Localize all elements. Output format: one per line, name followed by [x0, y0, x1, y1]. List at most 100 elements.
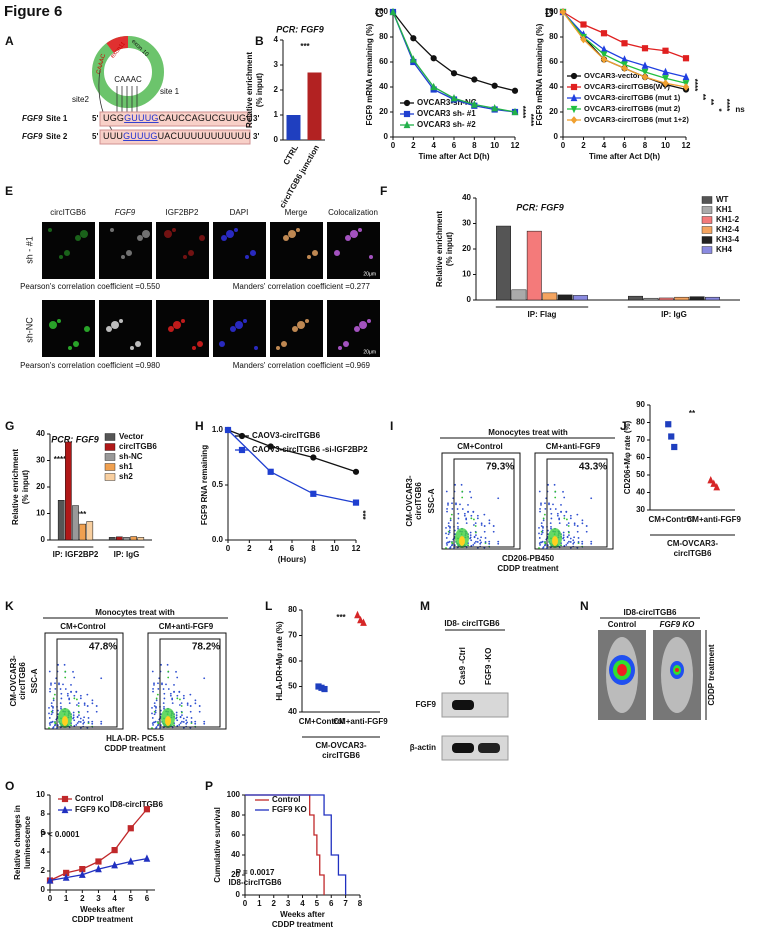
series-line	[245, 794, 325, 895]
event	[492, 525, 495, 527]
event	[451, 542, 454, 545]
marker	[511, 87, 519, 94]
event	[576, 530, 579, 533]
end-label: 3'	[253, 114, 259, 123]
event	[554, 496, 557, 499]
event	[179, 715, 182, 718]
row-label: sh-NC	[24, 317, 34, 343]
micrograph	[156, 300, 209, 357]
event	[52, 706, 54, 709]
event	[91, 699, 94, 702]
gate	[159, 638, 221, 728]
marker	[671, 443, 678, 451]
x-tick-label: 4	[112, 894, 117, 903]
event	[447, 533, 450, 536]
event	[95, 705, 98, 707]
event	[75, 724, 78, 726]
circ-rna-ring	[92, 36, 164, 108]
event	[453, 547, 455, 549]
marker	[570, 83, 578, 91]
gene-label: FGF9	[22, 132, 43, 141]
event	[151, 727, 153, 729]
y-tick-label: 0	[554, 132, 559, 141]
event	[465, 522, 468, 525]
x-axis-label: CDDP treatment	[72, 915, 134, 924]
event	[446, 544, 448, 546]
event	[480, 524, 483, 526]
column-header: DAPI	[230, 208, 249, 217]
event	[538, 542, 541, 544]
marker	[354, 610, 361, 619]
event	[550, 527, 552, 530]
sequence-box	[99, 129, 251, 145]
micrograph	[327, 300, 380, 357]
event	[60, 707, 62, 710]
cell	[350, 230, 358, 238]
bar	[643, 297, 659, 301]
event	[484, 537, 487, 539]
event	[186, 704, 189, 706]
event	[181, 711, 183, 714]
site-label: site2	[72, 95, 89, 104]
event	[162, 702, 165, 705]
cell	[173, 321, 181, 329]
event	[176, 697, 179, 700]
event	[558, 517, 561, 520]
y-tick-label: 0	[41, 885, 46, 894]
legend-label: circITGB6	[119, 442, 157, 451]
event	[70, 684, 72, 686]
marker	[450, 70, 458, 77]
event	[470, 545, 473, 547]
cell	[276, 346, 280, 350]
y-tick-label: 40	[549, 82, 558, 91]
gate-percent: 47.8%	[89, 642, 117, 653]
marker	[600, 55, 608, 64]
event	[60, 692, 63, 695]
bar	[674, 296, 690, 301]
event	[475, 540, 477, 543]
event	[82, 719, 85, 722]
band	[478, 743, 500, 753]
event	[179, 722, 182, 725]
marker	[713, 482, 721, 491]
event	[78, 720, 80, 723]
event	[569, 541, 572, 543]
y-tick-label: 0	[467, 295, 472, 304]
event	[203, 720, 206, 723]
cell	[75, 235, 81, 241]
y-tick-label: 2	[41, 866, 46, 875]
event	[83, 716, 85, 719]
chart-title: PCR: FGF9	[516, 202, 564, 212]
event	[573, 522, 576, 525]
scale-bar: 20μm	[363, 349, 376, 355]
marker	[668, 433, 675, 440]
cell	[142, 230, 150, 238]
annotation: ***	[336, 613, 346, 622]
event	[497, 497, 500, 500]
event	[562, 536, 565, 539]
event	[577, 537, 580, 539]
event	[544, 542, 547, 545]
event	[467, 504, 469, 506]
event	[50, 713, 53, 716]
gate	[453, 458, 515, 548]
x-axis-label: circITGB6	[674, 549, 712, 558]
marker	[621, 64, 628, 73]
annotation: **	[689, 409, 696, 418]
event	[163, 707, 165, 710]
y-tick-label: 60	[636, 453, 645, 462]
event	[581, 522, 584, 525]
marker	[641, 73, 649, 81]
event	[451, 541, 453, 544]
event	[470, 514, 473, 517]
band-label: β-actin	[410, 743, 436, 752]
event	[542, 517, 545, 520]
event	[542, 519, 545, 522]
event	[449, 519, 452, 522]
cell	[73, 341, 79, 347]
marker	[143, 806, 151, 813]
marker	[580, 35, 587, 44]
event	[447, 525, 450, 527]
event	[160, 663, 163, 666]
x-tick-label: 5	[315, 899, 320, 908]
